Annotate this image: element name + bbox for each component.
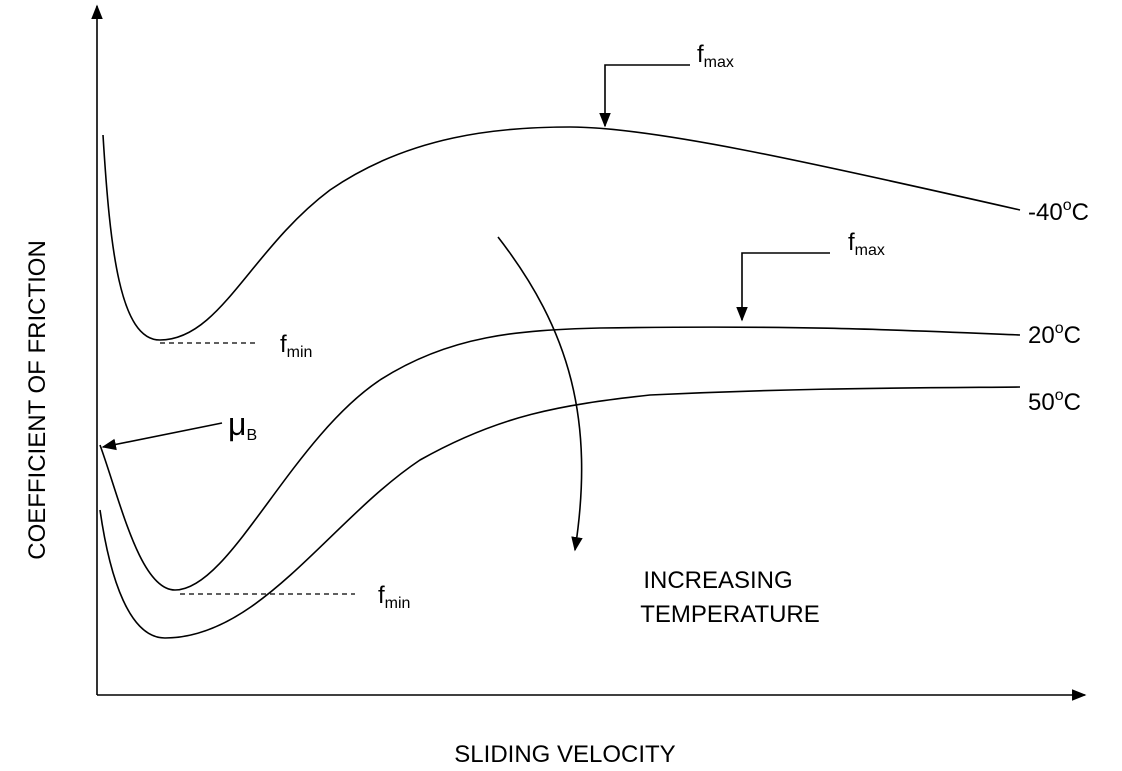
fmax-label: fmax xyxy=(697,41,734,71)
x-axis-label: SLIDING VELOCITY xyxy=(454,741,675,768)
mu-arrow xyxy=(101,422,223,451)
fmax-arrow xyxy=(599,64,690,128)
increasing-label: TEMPERATURE xyxy=(640,601,820,628)
curve-label: 20oC xyxy=(1028,320,1081,349)
temperature-arrow xyxy=(497,236,583,552)
fmin-label: fmin xyxy=(280,331,312,361)
fmin-label: fmin xyxy=(378,582,410,612)
curve-minus40 xyxy=(102,126,1021,341)
fmax-arrow xyxy=(736,252,830,322)
fmax-label: fmax xyxy=(848,229,885,259)
curve-label: -40oC xyxy=(1028,197,1089,226)
increasing-label: INCREASING xyxy=(643,567,792,594)
curve-50 xyxy=(99,386,1021,639)
y-axis-label: COEFFICIENT OF FRICTION xyxy=(24,240,51,560)
curve-label: 50oC xyxy=(1028,387,1081,416)
curve-20 xyxy=(99,326,1021,591)
mu-label: μB xyxy=(228,406,257,444)
